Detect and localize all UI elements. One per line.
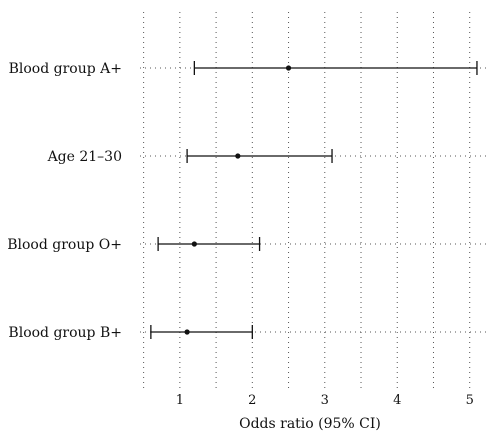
x-tick-label: 5	[466, 393, 474, 408]
row-label: Blood group O+	[7, 237, 122, 253]
x-axis-label: Odds ratio (95% CI)	[239, 416, 381, 432]
x-tick-label: 3	[321, 393, 329, 408]
x-tick-label: 1	[176, 393, 184, 408]
odds-ratio-point	[191, 241, 197, 247]
row-label: Blood group B+	[8, 325, 122, 341]
horizontal-gridlines	[140, 67, 490, 333]
x-axis-ticks: 1 2 3 4 5	[176, 393, 474, 408]
odds-ratio-point	[285, 65, 292, 71]
x-tick-label: 4	[393, 393, 401, 408]
row-label: Age 21–30	[47, 149, 122, 165]
odds-ratio-point	[184, 329, 190, 335]
estimate-row: Blood group O+	[7, 237, 261, 253]
row-label: Blood group A+	[9, 61, 122, 77]
estimate-row: Blood group A+	[9, 61, 478, 77]
odds-ratio-point	[235, 153, 241, 159]
estimate-row: Age 21–30	[47, 149, 333, 165]
vertical-gridlines	[143, 12, 471, 390]
x-tick-label: 2	[248, 393, 256, 408]
estimate-row: Blood group B+	[8, 325, 253, 341]
estimate-rows: Blood group A+ Age 21–30 Blood group O+ Blo…	[7, 61, 478, 341]
